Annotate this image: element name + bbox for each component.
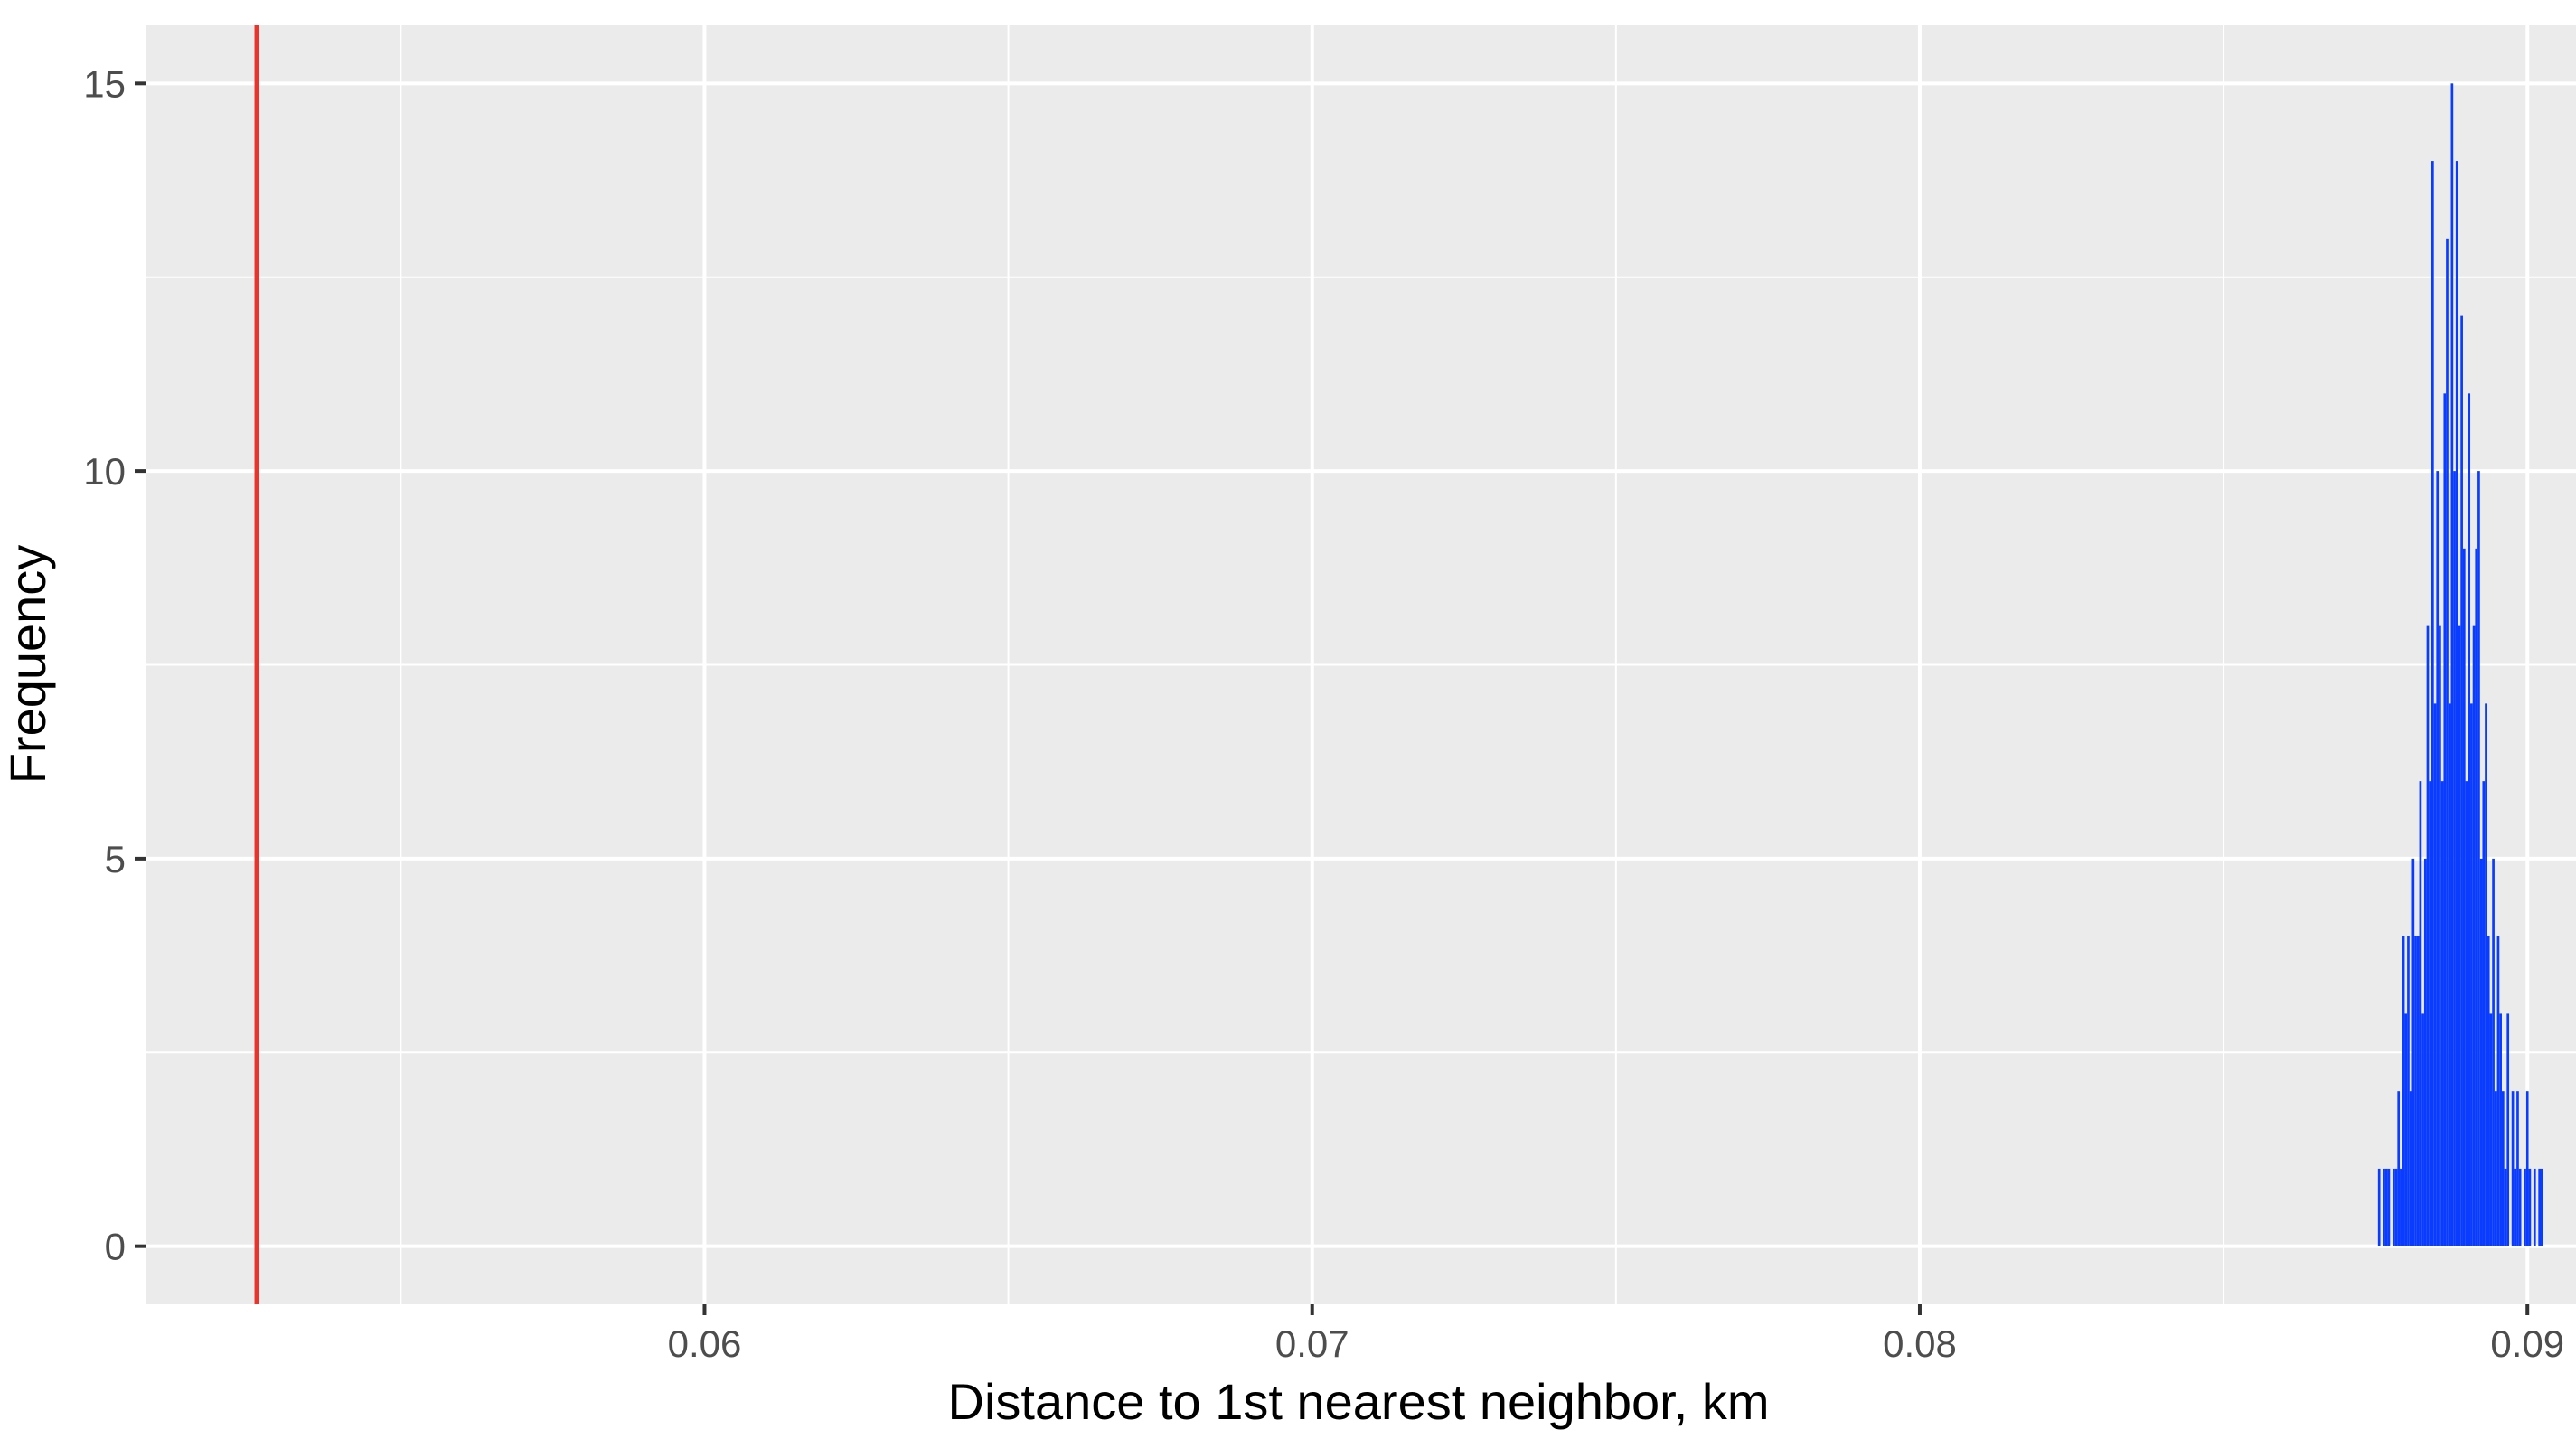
histogram-bar [2419,781,2422,1246]
histogram-bar [2455,161,2458,1246]
histogram-bar [2431,161,2434,1246]
histogram-bar [2465,781,2468,1246]
histogram-bar [2397,1091,2401,1246]
x-tick-label: 0.08 [1883,1322,1957,1365]
histogram-bar [2516,1091,2519,1246]
histogram-bar [2429,781,2432,1246]
histogram-bar [2377,1168,2381,1246]
histogram-bar [2525,1091,2529,1246]
x-tick-label: 0.09 [2490,1322,2564,1365]
histogram-bar [2487,936,2490,1246]
histogram-bar [2511,1091,2515,1246]
histogram-bar [2407,936,2410,1246]
histogram-bar [2433,703,2437,1246]
histogram-bar [2489,1013,2493,1246]
y-tick-label: 0 [105,1226,126,1268]
histogram-bar [2416,936,2420,1246]
histogram-bar [2496,936,2500,1246]
x-axis-ticks: 0.06 0.07 0.08 0.09 [668,1304,2564,1365]
histogram-bar [2528,1168,2532,1246]
histogram-bar [2499,1013,2502,1246]
histogram-bar [2384,1168,2388,1246]
histogram-bar [2411,858,2415,1246]
histogram-bar [2460,315,2463,1246]
histogram-bar [2446,238,2449,1246]
histogram-bar [2492,858,2495,1246]
histogram-bar [2470,703,2473,1246]
histogram-bar [2514,1168,2517,1246]
histogram-bar [2538,1168,2542,1246]
histogram-bar [2404,1013,2408,1246]
histogram-bar [2443,393,2447,1246]
histogram-bar [2458,625,2461,1246]
histogram-bar [2392,1168,2395,1246]
histogram-bar [2400,1168,2402,1246]
histogram-bar [2450,83,2454,1246]
minor-gridlines [146,25,2576,1304]
histogram-bar [2423,858,2427,1246]
histogram-bar [2506,1013,2510,1246]
histogram-bar [2541,1168,2543,1246]
histogram-bar [2494,1091,2497,1246]
histogram-bar [2436,471,2440,1246]
histogram-bar [2504,1168,2507,1246]
histogram-bar [2414,936,2417,1246]
histogram-bar [2387,1168,2391,1246]
y-axis-ticks: 0 5 10 15 [83,62,146,1268]
histogram-bar [2501,1091,2505,1246]
y-tick-label: 10 [83,450,126,493]
histogram-bar [2479,858,2483,1246]
y-axis-title: Frequency [0,545,56,785]
histogram-bars [2377,83,2543,1246]
histogram-bar [2453,471,2456,1246]
histogram-bar [2524,1168,2526,1246]
histogram-bar [2440,781,2444,1246]
histogram-bar [2383,1168,2385,1246]
histogram-bar [2477,471,2480,1246]
x-tick-label: 0.07 [1275,1322,1349,1365]
histogram-bar [2402,936,2405,1246]
histogram-bar [2426,625,2430,1246]
histogram-bar [2482,781,2486,1246]
histogram-bar [2394,1168,2398,1246]
histogram-bar [2421,1013,2424,1246]
x-axis-title: Distance to 1st nearest neighbor, km [948,1373,1770,1430]
histogram-bar [2533,1168,2536,1246]
histogram-bar [2439,625,2441,1246]
histogram-bar [2518,1168,2522,1246]
x-tick-label: 0.06 [668,1322,742,1365]
histogram-bar [2468,393,2471,1246]
histogram-bar [2409,1091,2412,1246]
histogram-bar [2462,548,2466,1246]
histogram-bar [2475,548,2478,1246]
histogram-bar [2485,703,2487,1246]
histogram-bar [2472,625,2476,1246]
histogram-bar [2448,703,2451,1246]
y-tick-label: 15 [83,62,126,105]
y-tick-label: 5 [105,838,126,880]
